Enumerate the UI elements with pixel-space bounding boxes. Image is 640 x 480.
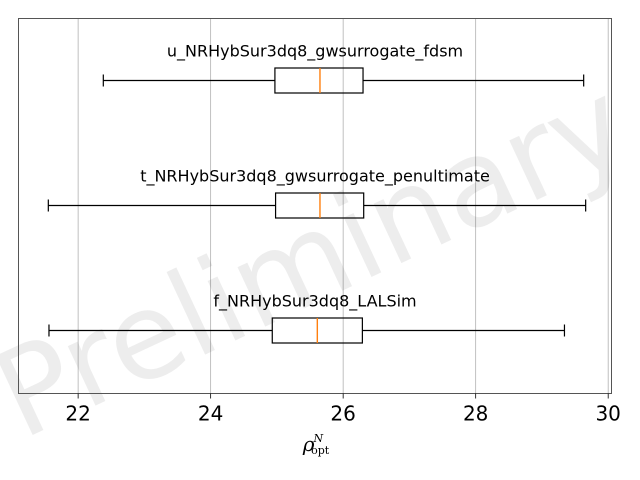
x-tick-label: 24 <box>198 402 223 426</box>
box-label: t_NRHybSur3dq8_gwsurrogate_penultimate <box>140 167 490 187</box>
x-axis-ticks: 22 24 26 28 30 <box>65 393 621 426</box>
box-group: u_NRHybSur3dq8_gwsurrogate_fdsm <box>102 42 585 94</box>
x-tick-label: 22 <box>65 402 90 426</box>
box-group: f_NRHybSur3dq8_LALSim <box>48 292 566 344</box>
boxes: u_NRHybSur3dq8_gwsurrogate_fdsm t_NRHybSu… <box>47 42 587 344</box>
box-label: f_NRHybSur3dq8_LALSim <box>213 292 416 312</box>
box-group: t_NRHybSur3dq8_gwsurrogate_penultimate <box>47 167 587 219</box>
x-tick-label: 28 <box>463 402 488 426</box>
box-iqr <box>274 67 364 94</box>
x-tick-label: 30 <box>595 402 620 426</box>
plot-frame <box>18 18 612 394</box>
x-tick-label: 26 <box>330 402 355 426</box>
box-label: u_NRHybSur3dq8_gwsurrogate_fdsm <box>167 42 463 62</box>
watermark-text: Preliminary <box>0 54 640 466</box>
x-axis-label: ρN opt <box>302 432 330 457</box>
